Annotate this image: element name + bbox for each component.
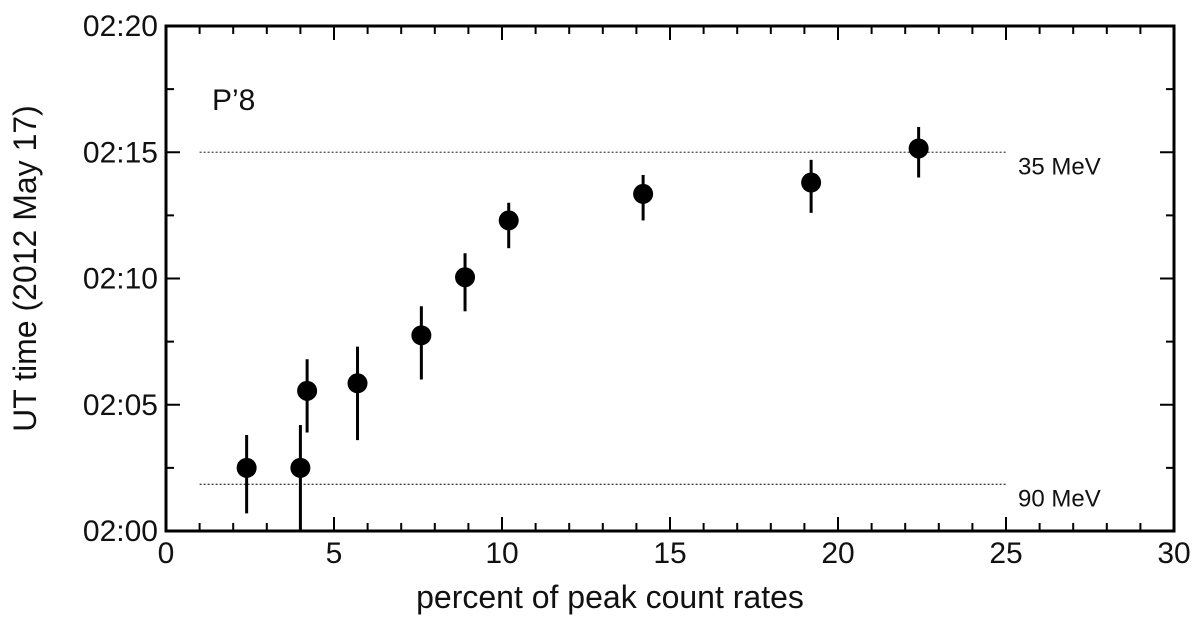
x-tick-label: 25 [989,537,1022,570]
x-tick-label: 30 [1157,537,1190,570]
reference-line-label: 90 MeV [1018,485,1101,512]
data-point [801,172,822,193]
data-point [498,210,519,231]
data-point [411,325,432,346]
y-tick-label: 02:20 [83,10,158,43]
reference-line-label: 35 MeV [1018,153,1101,180]
y-tick-label: 02:00 [83,515,158,548]
data-point [290,457,311,478]
data-point [236,457,257,478]
y-tick-label: 02:10 [83,263,158,296]
plot-frame [164,24,1176,533]
x-tick-label: 10 [485,537,518,570]
x-tick-label: 0 [158,537,175,570]
data-point [455,267,476,288]
axis-tick-labels: 0 5 10 15 20 25 30 02:00 02:05 02:10 02:15 02:20 [83,10,1191,570]
y-tick-label: 02:15 [83,136,158,169]
y-axis-title: UT time (2012 May 17) [7,105,43,432]
data-point [347,373,368,394]
panel-label: P’8 [212,84,255,117]
axis-ticks [165,25,1175,532]
data-point [908,138,929,159]
x-tick-label: 20 [821,537,854,570]
data-point [633,183,654,204]
y-tick-label: 02:05 [83,389,158,422]
data-points [236,127,929,531]
data-point [297,380,318,401]
x-axis-title: percent of peak count rates [416,579,804,615]
reference-lines: 35 MeV 90 MeV [199,151,1101,512]
x-tick-label: 15 [653,537,686,570]
x-tick-label: 5 [326,537,343,570]
